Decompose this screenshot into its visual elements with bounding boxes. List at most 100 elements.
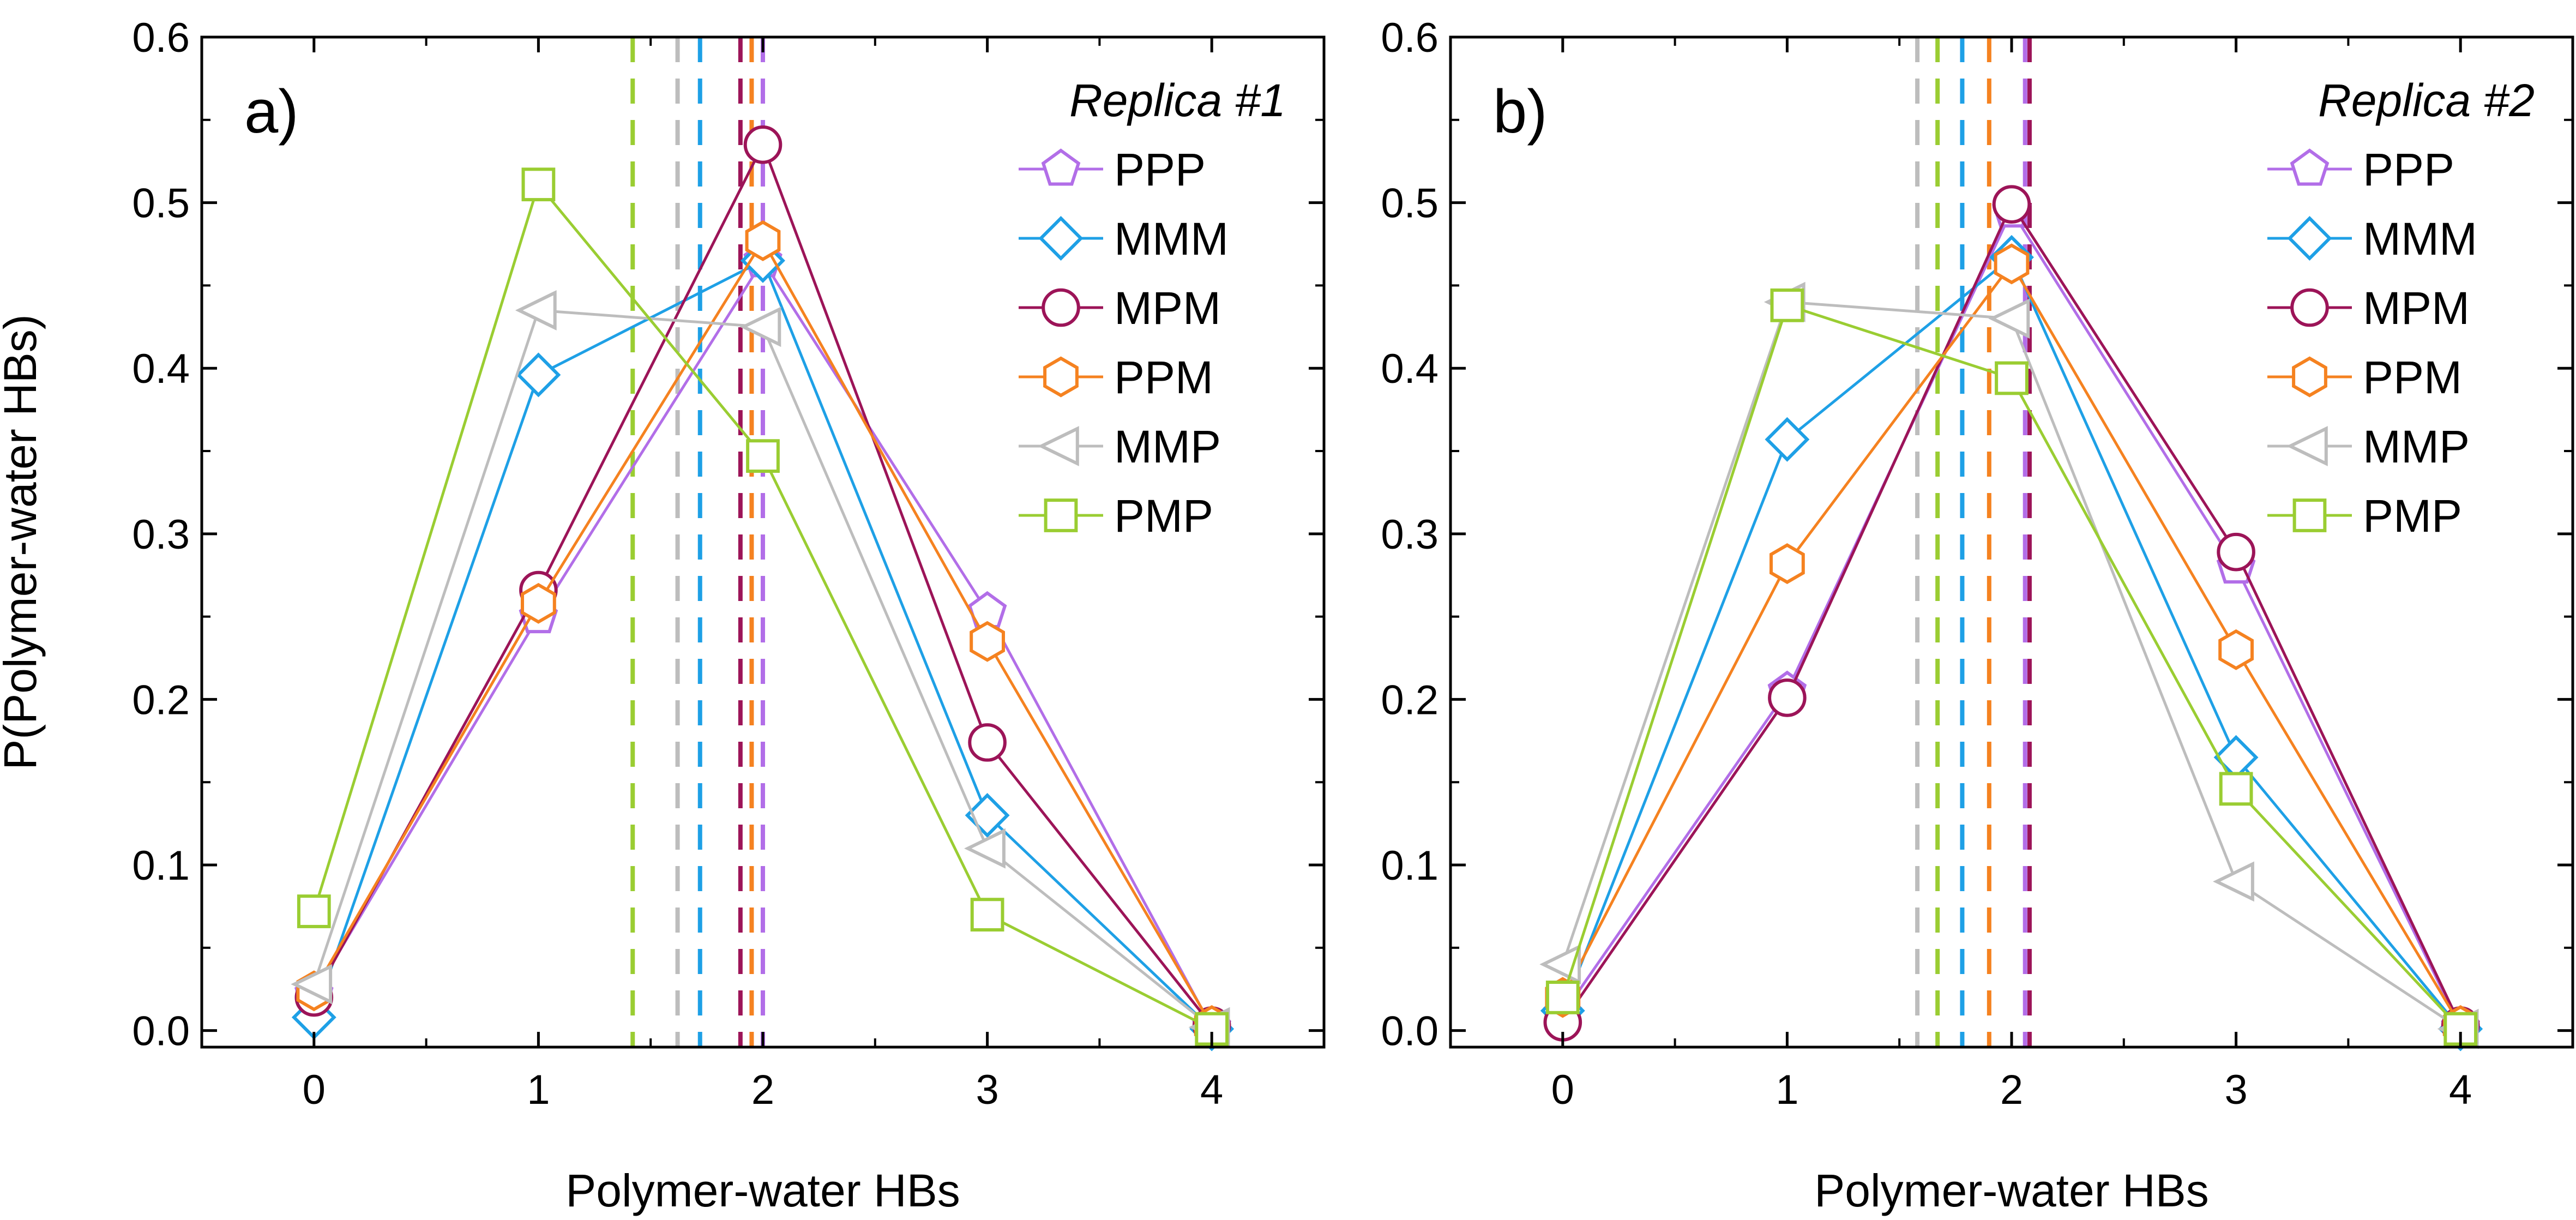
legend-marker	[2290, 148, 2330, 186]
legend-label: PPM	[1114, 352, 1213, 403]
x-tick-label: 1	[527, 1067, 550, 1113]
legend-item-mmp: MMP	[1019, 421, 1221, 472]
legend-marker	[2292, 498, 2327, 532]
y-tick-label: 0.1	[1381, 843, 1439, 889]
panel-label: a)	[244, 77, 299, 146]
data-point-mpm-3	[2217, 532, 2255, 572]
legend-marker	[1042, 288, 1080, 327]
legend-label: MMP	[1114, 421, 1221, 472]
x-tick-label: 4	[1200, 1067, 1223, 1113]
y-tick-label: 0.2	[1381, 677, 1439, 723]
data-point-ppm-2	[745, 220, 781, 261]
legend-item-ppp: PPP	[2267, 144, 2454, 195]
y-axis: 0.0 0.1 0.2 0.3 0.4 0.5 0.6	[1381, 15, 2573, 1055]
data-point-pmp-0	[297, 894, 331, 928]
x-tick-label: 1	[1775, 1067, 1798, 1113]
series-pmp	[297, 167, 1229, 1046]
legend-label: MPM	[1114, 283, 1221, 334]
data-point-mmp-3	[964, 828, 1006, 869]
data-point-pmp-2	[1995, 361, 2029, 395]
legend-marker	[2292, 356, 2327, 398]
legend-label: MMM	[2363, 213, 2477, 265]
legend-title: Replica #2	[2318, 75, 2535, 126]
x-tick-label: 0	[303, 1067, 326, 1113]
data-point-ppm-1	[521, 582, 556, 624]
x-tick-label: 2	[2000, 1067, 2023, 1113]
x-axis: 0 1 2 3 4	[303, 37, 1223, 1113]
series-mmp	[1539, 281, 2479, 1049]
y-tick-label: 0.0	[1381, 1008, 1439, 1055]
x-tick-label: 2	[751, 1067, 774, 1113]
legend-title: Replica #1	[1069, 75, 1286, 126]
legend-item-pmp: PMP	[1019, 490, 1213, 542]
legend-marker	[1037, 426, 1079, 466]
data-point-mmp-1	[515, 290, 557, 330]
y-tick-label: 0.6	[1381, 15, 1439, 61]
x-axis-title: Polymer-water HBs	[1814, 1165, 2208, 1216]
data-point-pmp-1	[1770, 288, 1804, 322]
panel-b: 0.0 0.1 0.2 0.3 0.4 0.5 0.6 0 1 2 3 4 Polymer-water …	[1381, 15, 2574, 1216]
data-point-pmp-3	[2219, 772, 2253, 806]
legend-marker	[2290, 288, 2329, 327]
x-tick-label: 0	[1551, 1067, 1574, 1113]
legend-marker	[1038, 216, 1084, 261]
series-pmp	[1545, 288, 2478, 1046]
legend-label: MMP	[2363, 421, 2470, 472]
legend: Replica #1 PPP MMM MPM PPM MMP PMP	[1019, 75, 1286, 542]
legend-marker	[1041, 148, 1081, 186]
legend-label: PPP	[2363, 144, 2454, 195]
y-tick-label: 0.3	[132, 512, 190, 558]
x-axis: 0 1 2 3 4	[1551, 37, 2472, 1113]
data-point-mmp-2	[739, 306, 781, 347]
data-point-ppm-2	[1994, 243, 2030, 285]
legend: Replica #2 PPP MMM MPM PPM MMP PMP	[2267, 75, 2535, 542]
data-point-mmp-0	[291, 964, 333, 1005]
legend-item-ppm: PPM	[1019, 352, 1213, 403]
data-point-mmp-2	[1988, 298, 2030, 339]
data-point-mmm-1	[1765, 417, 1810, 462]
data-point-ppm-3	[970, 621, 1005, 662]
y-tick-label: 0.3	[1381, 512, 1439, 558]
data-point-mmp-3	[2213, 861, 2254, 902]
data-point-pmp-1	[521, 167, 556, 202]
legend-item-mpm: MPM	[1019, 283, 1221, 334]
y-tick-label: 0.0	[132, 1008, 190, 1055]
legend-marker	[1044, 498, 1078, 532]
legend-item-ppm: PPM	[2267, 352, 2462, 403]
y-tick-label: 0.1	[132, 843, 190, 889]
x-tick-label: 4	[2449, 1067, 2472, 1113]
data-point-mpm-2	[743, 125, 783, 164]
legend-label: PPP	[1114, 144, 1206, 195]
data-point-mpm-1	[1768, 678, 1807, 717]
legend-item-pmp: PMP	[2267, 490, 2462, 542]
legend-item-mmm: MMM	[1019, 213, 1229, 265]
y-axis-title: P(Polymer-water HBs)	[0, 314, 46, 770]
y-tick-label: 0.5	[132, 181, 190, 227]
panel-a: 0.0 0.1 0.2 0.3 0.4 0.5 0.6 0 1 2 3 4 Polymer-water …	[0, 15, 1326, 1216]
series-mmm	[1540, 235, 2483, 1051]
data-point-pmp-3	[970, 898, 1004, 931]
y-tick-label: 0.4	[1381, 346, 1439, 392]
legend-marker	[1043, 356, 1079, 398]
panel-label: b)	[1493, 77, 1548, 146]
data-point-pmp-2	[746, 439, 780, 473]
x-tick-label: 3	[2224, 1067, 2247, 1113]
x-tick-label: 3	[976, 1067, 998, 1113]
series-line-ppp	[1561, 208, 2462, 1028]
data-point-mmm-3	[2213, 735, 2259, 780]
y-tick-label: 0.4	[132, 346, 190, 392]
data-point-mpm-3	[968, 723, 1007, 762]
data-point-mpm-2	[1992, 185, 2031, 224]
legend-item-mmp: MMP	[2267, 421, 2470, 472]
legend-item-ppp: PPP	[1019, 144, 1206, 195]
x-axis-title: Polymer-water HBs	[565, 1165, 960, 1216]
legend-marker	[2286, 426, 2328, 466]
legend-label: PPM	[2363, 352, 2462, 403]
legend-label: PMP	[1114, 490, 1213, 542]
legend-marker	[2287, 216, 2332, 261]
data-point-ppm-1	[1770, 543, 1805, 584]
legend-label: PMP	[2363, 490, 2462, 542]
legend-label: MPM	[2363, 283, 2470, 334]
data-point-pmp-0	[1545, 981, 1580, 1014]
